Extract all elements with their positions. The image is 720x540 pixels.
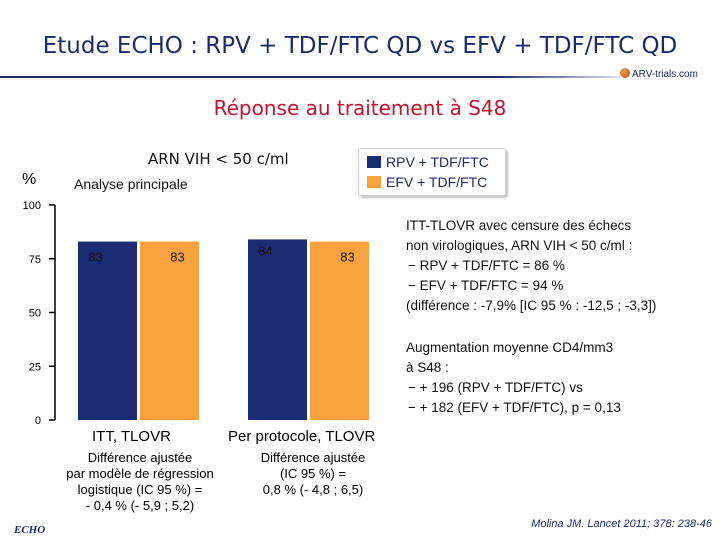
chart-title: ARN VIH < 50 c/ml	[148, 150, 289, 168]
y-tick-label: 75	[29, 254, 41, 266]
note2-line: − + 196 (RPV + TDF/FTC) vs	[408, 380, 583, 395]
arv-trials-logo: ARV-trials.com	[620, 68, 698, 84]
chart-legend: RPV + TDF/FTC EFV + TDF/FTC	[358, 148, 506, 196]
legend-label-efv: EFV + TDF/FTC	[386, 174, 488, 190]
citation: Molina JM. Lancet 2011; 378: 238-46	[531, 518, 712, 530]
note1-line: non virologiques, ARN VIH < 50 c/ml :	[406, 238, 633, 253]
x-category-label: ITT, TLOVR	[92, 428, 171, 445]
bar-value-label: 83	[170, 250, 184, 265]
study-tag: ECHO	[14, 524, 46, 536]
bar-value-label: 83	[340, 250, 354, 265]
y-axis-unit-label: %	[22, 171, 37, 188]
note2-line: − + 182 (EFV + TDF/FTC), p = 0,13	[408, 400, 621, 415]
y-tick-label: 100	[23, 200, 41, 212]
bar-value-label: 84	[258, 243, 272, 258]
y-tick-label: 25	[29, 361, 41, 373]
category-difference-note: Différence ajustée par modèle de régress…	[66, 450, 214, 513]
section-title: Réponse au traitement à S48	[213, 96, 507, 120]
itt-tlovr-note: ITT-TLOVR avec censure des échecs non vi…	[406, 216, 716, 316]
legend-swatch-rpv	[367, 156, 381, 168]
bar-efv	[310, 241, 369, 420]
logo-text: ARV-trials.com	[632, 69, 698, 80]
chart-subtitle: Analyse principale	[74, 176, 188, 192]
bar-value-label: 83	[88, 250, 102, 265]
note2-line: à S48 :	[406, 360, 449, 375]
logo-globe-icon	[620, 68, 630, 78]
slide-title: Etude ECHO : RPV + TDF/FTC QD vs EFV + T…	[42, 33, 678, 59]
note1-line: − RPV + TDF/FTC = 86 %	[408, 258, 565, 273]
bar-rpv	[78, 241, 137, 420]
bar-rpv	[248, 239, 307, 420]
note2-line: Augmentation moyenne CD4/mm3	[406, 340, 614, 355]
legend-swatch-efv	[367, 176, 381, 188]
x-category-label: Per protocole, TLOVR	[228, 428, 376, 445]
y-tick-label: 0	[35, 415, 41, 427]
bar-chart: 0 25 50 75 100 83 83 84 83	[23, 200, 369, 427]
note1-line: − EFV + TDF/FTC = 94 %	[408, 278, 564, 293]
legend-item-efv: EFV + TDF/FTC	[367, 174, 487, 190]
note1-line: ITT-TLOVR avec censure des échecs	[406, 218, 632, 233]
legend-item-rpv: RPV + TDF/FTC	[367, 154, 489, 170]
bar-efv	[140, 241, 199, 420]
y-tick-label: 50	[29, 308, 41, 320]
note1-line: (différence : -7,9% [IC 95 % : -12,5 ; -…	[406, 298, 657, 313]
title-divider	[0, 76, 620, 78]
cd4-note: Augmentation moyenne CD4/mm3 à S48 : − +…	[406, 338, 716, 418]
legend-label-rpv: RPV + TDF/FTC	[386, 154, 489, 170]
category-difference-note: Différence ajustée (IC 95 %) = 0,8 % (- …	[260, 450, 366, 497]
